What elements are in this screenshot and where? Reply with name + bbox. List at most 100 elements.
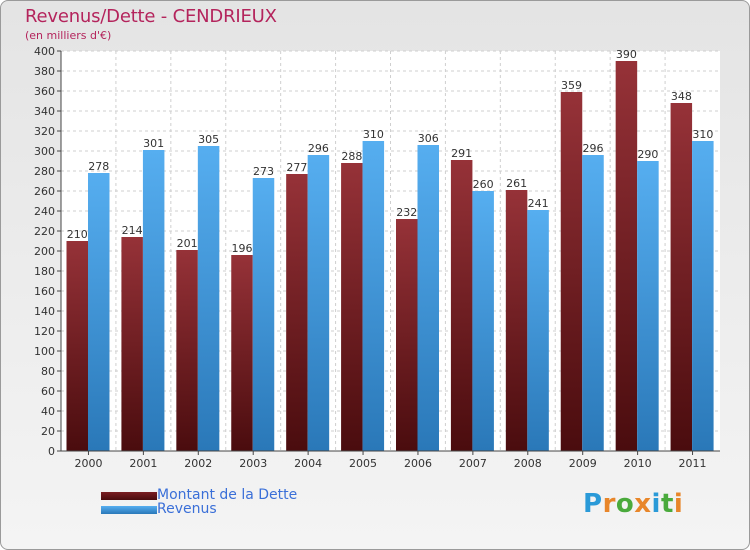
bar-debt <box>505 190 528 451</box>
bar-debt <box>560 92 583 451</box>
x-tick-label: 2009 <box>569 457 597 470</box>
x-tick-label: 2006 <box>404 457 432 470</box>
bar-revenue <box>362 141 385 451</box>
y-tick-label: 100 <box>34 345 55 358</box>
y-tick-label: 280 <box>34 165 55 178</box>
data-label-revenue: 296 <box>583 142 604 155</box>
legend-label-revenue: Revenus <box>157 501 217 517</box>
bar-revenue <box>417 145 439 451</box>
data-label-debt: 196 <box>232 242 253 255</box>
bar-revenue <box>637 161 659 451</box>
bar-debt <box>341 163 363 451</box>
y-tick-label: 180 <box>34 265 55 278</box>
bar-revenue <box>527 210 549 451</box>
bars-layer <box>66 61 714 451</box>
x-tick-label: 2005 <box>349 457 377 470</box>
data-label-revenue: 310 <box>363 128 384 141</box>
bar-revenue <box>307 155 330 451</box>
data-label-revenue: 301 <box>143 137 164 150</box>
data-label-revenue: 290 <box>637 148 658 161</box>
y-tick-label: 340 <box>34 105 55 118</box>
bar-revenue <box>582 155 604 451</box>
y-tick-label: 320 <box>34 125 55 138</box>
y-tick-label: 200 <box>34 245 55 258</box>
y-tick-label: 220 <box>34 225 55 238</box>
data-label-debt: 359 <box>561 79 582 92</box>
grid-layer <box>61 50 720 452</box>
bar-debt <box>450 160 473 451</box>
proxiti-logo: Proxiti <box>583 489 683 519</box>
bar-debt <box>396 219 418 451</box>
x-tick-label: 2007 <box>459 457 487 470</box>
y-tick-label: 360 <box>34 85 55 98</box>
data-label-debt: 288 <box>341 150 362 163</box>
data-label-debt: 277 <box>286 161 307 174</box>
logo-letter: r <box>602 489 616 519</box>
data-label-debt: 232 <box>396 206 417 219</box>
y-tick-label: 300 <box>34 145 55 158</box>
data-label-debt: 390 <box>616 48 637 61</box>
y-tick-label: 240 <box>34 205 55 218</box>
y-tick-label: 160 <box>34 285 55 298</box>
logo-letter: t <box>660 489 674 519</box>
data-label-revenue: 260 <box>473 178 494 191</box>
chart-subtitle: (en milliers d'€) <box>25 29 112 42</box>
bar-debt <box>66 241 88 451</box>
legend-item-debt: Montant de la Dette <box>101 488 297 503</box>
x-tick-label: 2002 <box>184 457 212 470</box>
bar-debt <box>231 255 253 451</box>
y-tick-label: 260 <box>34 185 55 198</box>
y-tick-label: 40 <box>41 405 55 418</box>
data-label-revenue: 296 <box>308 142 329 155</box>
logo-letter: x <box>634 489 652 519</box>
logo-letter: i <box>673 489 684 519</box>
data-label-revenue: 273 <box>253 165 274 178</box>
y-tick-label: 20 <box>41 425 55 438</box>
data-label-revenue: 278 <box>88 160 109 173</box>
bar-revenue <box>197 146 220 451</box>
legend-item-revenue: Revenus <box>101 502 217 517</box>
y-tick-label: 400 <box>34 45 55 58</box>
data-label-debt: 214 <box>122 224 143 237</box>
legend-label-debt: Montant de la Dette <box>157 487 298 503</box>
x-tick-label: 2004 <box>294 457 322 470</box>
logo-letter: o <box>615 489 635 519</box>
bar-revenue <box>472 191 494 451</box>
data-label-debt: 348 <box>671 90 692 103</box>
chart-title: Revenus/Dette - CENDRIEUX <box>25 6 277 27</box>
y-tick-label: 60 <box>41 385 55 398</box>
data-label-debt: 201 <box>177 237 198 250</box>
bar-debt <box>121 237 143 451</box>
logo-letter: P <box>583 489 603 519</box>
y-tick-label: 80 <box>41 365 55 378</box>
x-tick-label: 2003 <box>239 457 267 470</box>
y-tick-label: 120 <box>34 325 55 338</box>
legend-swatch-revenue <box>101 505 157 514</box>
x-tick-label: 2011 <box>679 457 707 470</box>
legend-swatch-debt <box>101 491 157 500</box>
y-tick-label: 0 <box>48 445 55 458</box>
data-label-revenue: 305 <box>198 133 219 146</box>
data-label-debt: 210 <box>67 228 88 241</box>
data-label-revenue: 310 <box>692 128 713 141</box>
bar-revenue <box>88 173 110 451</box>
data-label-revenue: 241 <box>528 197 549 210</box>
y-tick-label: 140 <box>34 305 55 318</box>
y-tick-label: 380 <box>34 65 55 78</box>
data-label-debt: 291 <box>451 147 472 160</box>
x-tick-label: 2000 <box>74 457 102 470</box>
logo-letter: i <box>651 489 661 519</box>
bar-revenue <box>252 178 275 451</box>
bar-revenue <box>692 141 714 451</box>
axis-layer: 0 20 40 60 80 100 120 140 160 180 200 220 240 260 280 3… <box>34 45 720 470</box>
bar-debt <box>176 250 198 451</box>
x-tick-label: 2010 <box>624 457 652 470</box>
data-label-debt: 261 <box>506 177 527 190</box>
data-label-revenue: 306 <box>418 132 439 145</box>
bar-debt <box>670 103 693 451</box>
x-tick-label: 2001 <box>129 457 157 470</box>
x-tick-label: 2008 <box>514 457 542 470</box>
